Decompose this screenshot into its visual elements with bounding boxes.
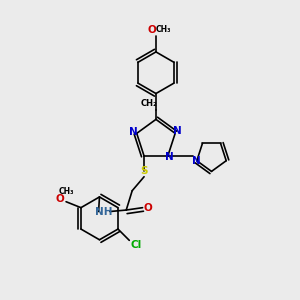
Text: N: N bbox=[192, 156, 201, 166]
Text: N: N bbox=[173, 126, 182, 136]
Text: O: O bbox=[147, 25, 156, 34]
Text: S: S bbox=[140, 167, 148, 176]
Text: NH: NH bbox=[94, 206, 112, 217]
Text: N: N bbox=[165, 152, 174, 162]
Text: N: N bbox=[129, 127, 138, 137]
Text: CH₃: CH₃ bbox=[156, 25, 171, 34]
Text: CH₃: CH₃ bbox=[58, 187, 74, 196]
Text: CH₂: CH₂ bbox=[141, 99, 158, 108]
Text: O: O bbox=[144, 203, 152, 213]
Text: Cl: Cl bbox=[131, 239, 142, 250]
Text: O: O bbox=[55, 194, 64, 204]
